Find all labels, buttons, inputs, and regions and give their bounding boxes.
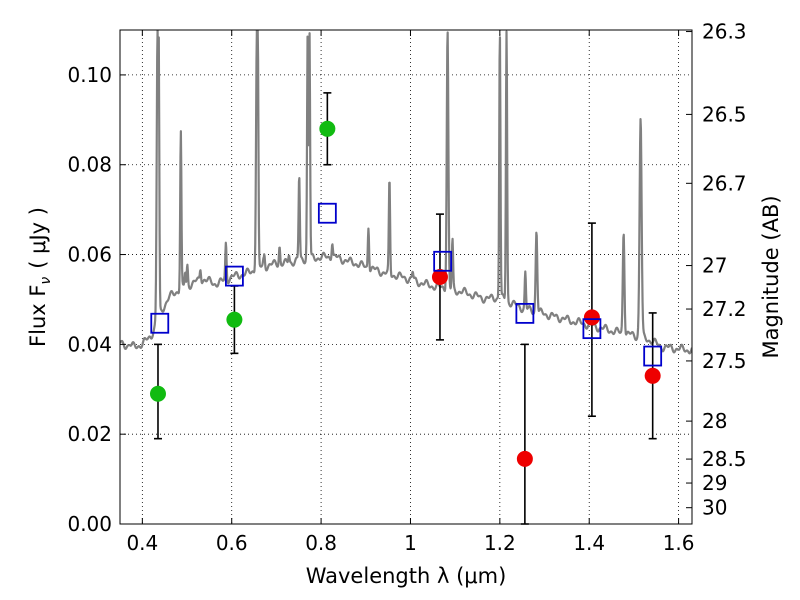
y-tick-label: 0.10 [67,63,112,87]
plot-frame [119,29,693,525]
mag-tick-label: 28.5 [702,447,747,471]
model-photometry-square [150,312,170,334]
observed-red-point [431,269,448,285]
tick-layer: 0.4 0.6 0.8 1 1.2 1.4 1.6 0.00 0.02 0.04 0.06 0.08 0… [67,20,746,555]
mag-tick-label: 27.5 [702,349,747,373]
mag-tick-label: 30 [702,496,727,520]
observed-green-point [319,120,336,137]
y-axis-label-unit: ( μJy ) [26,207,50,269]
mag-tick-label: 29 [702,471,727,495]
mag-tick-label: 26.3 [702,20,747,44]
x-tick-label: 0.4 [126,531,158,555]
model-photometry-square [317,202,337,224]
model-spectrum-line [120,30,692,355]
observed-red-point [516,450,533,467]
observed-red-point [583,309,600,326]
marker-layer [149,92,663,525]
model-photometry-square [643,345,663,367]
y-axis-label-subscript: ν [38,277,54,285]
x-tick-label: 1.2 [484,531,516,555]
mag-tick-label: 28 [702,409,727,433]
model-photometry-square [224,265,244,287]
observed-green-point [226,311,243,328]
right-axis-label: Magnitude (AB) [759,195,783,358]
y-tick-label: 0.00 [67,512,112,536]
model-photometry-square [515,302,535,324]
x-tick-label: 1.6 [663,531,695,555]
x-axis-label: Wavelength λ (μm) [306,564,507,588]
model-photometry-square [582,318,602,340]
y-tick-label: 0.02 [67,422,112,446]
y-axis-label: Flux Fν ( μJy ) [26,207,54,347]
mag-tick-label: 27.2 [702,297,747,321]
y-tick-label: 0.06 [67,243,112,267]
x-tick-label: 0.6 [216,531,248,555]
observed-red-point [644,367,661,384]
mag-tick-label: 26.5 [702,102,747,126]
y-tick-label: 0.04 [67,332,112,356]
y-axis-label-text: Flux F [26,285,50,347]
y-tick-label: 0.08 [67,153,112,177]
x-tick-label: 1.4 [573,531,605,555]
spectrum-layer [120,30,692,355]
x-tick-label: 1 [404,531,417,555]
x-tick-label: 0.8 [305,531,337,555]
model-photometry-square [433,250,453,272]
mag-tick-label: 27 [702,254,727,278]
observed-green-point [149,385,166,402]
mag-tick-label: 26.7 [702,171,747,195]
